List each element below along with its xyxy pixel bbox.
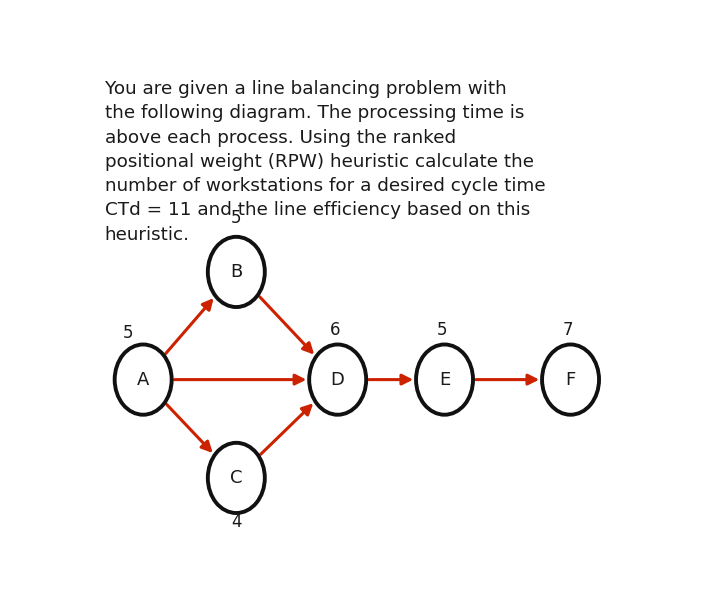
Ellipse shape: [115, 345, 172, 415]
Text: You are given a line balancing problem with
the following diagram. The processin: You are given a line balancing problem w…: [105, 80, 545, 244]
Text: B: B: [230, 263, 243, 281]
Text: 5: 5: [122, 324, 133, 342]
Text: A: A: [137, 371, 149, 389]
Text: D: D: [331, 371, 344, 389]
Text: E: E: [439, 371, 450, 389]
Text: C: C: [230, 469, 243, 487]
Ellipse shape: [416, 345, 473, 415]
Ellipse shape: [208, 237, 265, 307]
Text: 4: 4: [231, 513, 242, 531]
Ellipse shape: [309, 345, 366, 415]
Ellipse shape: [542, 345, 599, 415]
Text: 7: 7: [563, 322, 573, 339]
Text: 6: 6: [329, 322, 340, 339]
Text: 5: 5: [436, 322, 447, 339]
Text: 5: 5: [231, 209, 242, 227]
Text: F: F: [566, 371, 575, 389]
Ellipse shape: [208, 443, 265, 513]
